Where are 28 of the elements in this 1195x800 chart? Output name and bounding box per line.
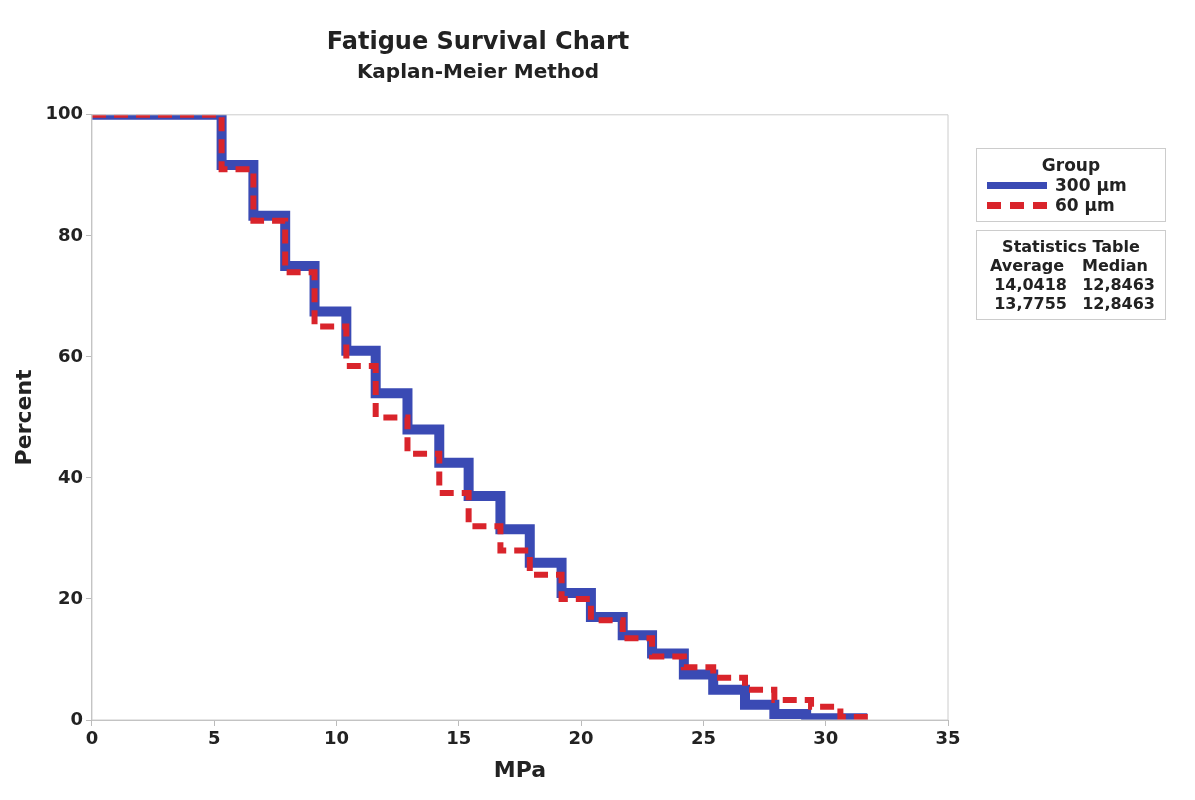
chart-subtitle: Kaplan-Meier Method — [356, 59, 600, 83]
y-tick-label: 80 — [57, 223, 83, 245]
text: 12,8463 — [1081, 294, 1155, 313]
text: 12,8463 — [1081, 275, 1155, 294]
x-tick-label: 20 — [568, 727, 594, 749]
text: Statistics Table — [1001, 237, 1141, 256]
legend-label: 300 µm — [1055, 175, 1127, 195]
x-tick-label: 30 — [813, 727, 839, 749]
x-tick-label: 35 — [935, 727, 961, 749]
x-tick-label: 5 — [208, 727, 221, 749]
y-axis-title: Percent — [10, 368, 36, 466]
legend-title: Group — [1040, 155, 1102, 175]
x-axis-title: MPa — [493, 756, 547, 782]
text: 13,7755 — [993, 294, 1067, 313]
text: Median — [1081, 256, 1149, 275]
x-tick-label: 10 — [324, 727, 350, 749]
y-tick-label: 0 — [70, 707, 83, 729]
text: 14,0418 — [993, 275, 1067, 294]
legend-label: 60 µm — [1055, 195, 1115, 215]
x-tick-label: 25 — [690, 727, 716, 749]
x-tick-label: 0 — [85, 727, 99, 749]
text: Average — [988, 256, 1066, 275]
y-tick-label: 20 — [57, 586, 83, 608]
y-tick-label: 40 — [57, 465, 83, 487]
y-tick-label: 100 — [45, 102, 83, 124]
chart-title: Fatigue Survival Chart — [326, 26, 630, 55]
y-tick-label: 60 — [57, 344, 83, 366]
x-tick-label: 15 — [446, 727, 472, 749]
